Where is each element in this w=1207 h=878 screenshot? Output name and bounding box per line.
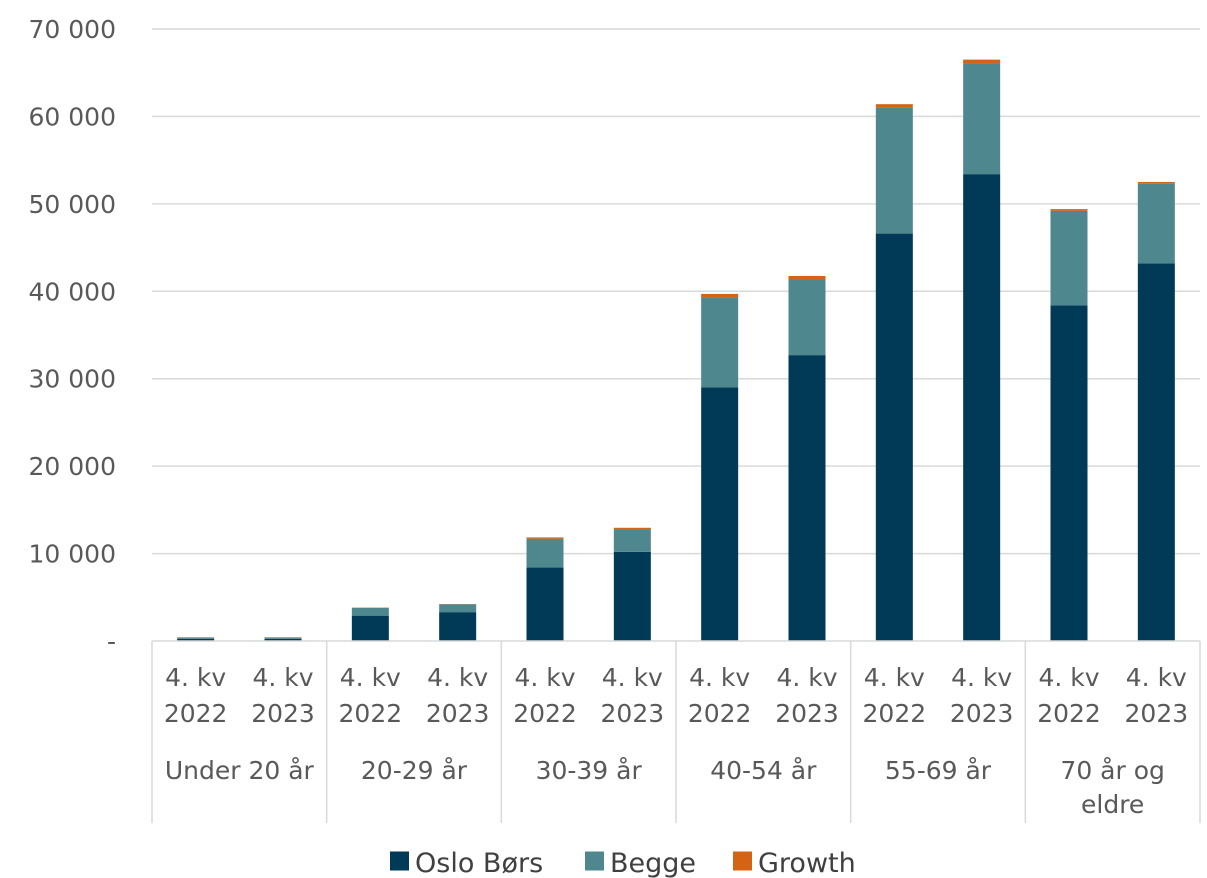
y-tick-label: 50 000 [29,190,116,219]
x-tick-label: 2023 [426,699,490,728]
bar-segment [788,279,826,356]
x-tick-label: 2022 [164,699,228,728]
bar-segment [788,275,826,280]
x-tick-label: 2022 [339,699,403,728]
bar-segment [351,607,389,616]
bar-segment [963,59,1001,64]
bar-segment [788,355,826,641]
bar-segment [1137,183,1175,264]
x-tick-label: 4. kv [864,663,925,692]
bar-segment [875,107,913,234]
bar-segment [177,637,215,639]
bar-segment [701,297,739,388]
bar-segment [439,604,477,613]
x-tick-label: 2023 [601,699,665,728]
x-tick-label: 4. kv [340,663,401,692]
legend-swatch [390,851,409,871]
y-tick-label: - [107,627,116,656]
x-tick-label: 2022 [863,699,927,728]
group-label: eldre [1081,790,1144,819]
legend-swatch [585,851,604,871]
bars [177,59,1175,642]
x-tick-label: 2022 [688,699,752,728]
bar-segment [613,551,651,641]
bar-segment [963,174,1001,642]
bar-segment [264,638,302,641]
legend-label: Begge [610,848,696,878]
x-tick-label: 4. kv [689,663,750,692]
bar-segment [264,637,302,639]
bar-segment [526,538,564,568]
bar-segment [1050,305,1088,641]
bar-segment [701,387,739,641]
x-tick-label: 4. kv [776,663,837,692]
bar-segment [613,527,651,530]
x-tick-label: 4. kv [427,663,488,692]
x-tick-label: 2022 [1037,699,1101,728]
x-tick-label: 4. kv [252,663,313,692]
bar-segment [1050,210,1088,306]
bar-segment [875,104,913,108]
bar-segment [1050,209,1088,211]
group-label: 40-54 år [710,756,817,785]
group-label: 30-39 år [536,756,643,785]
bar-segment [1137,263,1175,641]
gridlines [152,28,1200,555]
x-tick-label: 2023 [950,699,1014,728]
bar-segment [701,293,739,298]
y-tick-label: 10 000 [29,540,116,569]
x-tick-label: 4. kv [951,663,1012,692]
bar-segment [351,615,389,641]
bar-segment [526,567,564,641]
x-tick-label: 4. kv [514,663,575,692]
group-label: 70 år og [1060,756,1164,785]
x-tick-label: 2023 [251,699,315,728]
y-tick-label: 70 000 [29,15,116,44]
legend-swatch [733,851,752,871]
x-tick-label: 2022 [513,699,577,728]
x-tick-label: 2023 [775,699,839,728]
y-tick-label: 60 000 [29,102,116,131]
legend: Oslo Børs Begge Growth [390,848,856,878]
group-label: 55-69 år [885,756,992,785]
y-tick-label: 30 000 [29,365,116,394]
x-tick-label: 4. kv [165,663,226,692]
y-axis-ticks: - 10 000 20 000 30 000 40 000 50 000 60 000 70 … [29,15,116,656]
group-label: Under 20 år [165,756,315,785]
bar-segment [526,537,564,539]
legend-label: Oslo Børs [415,848,543,878]
bar-segment [439,612,477,641]
x-tick-label: 4. kv [1038,663,1099,692]
axes [151,640,1201,823]
legend-label: Growth [758,848,856,878]
x-tick-label: 4. kv [602,663,663,692]
bar-segment [613,529,651,552]
y-tick-label: 40 000 [29,277,116,306]
bar-segment [1137,182,1175,184]
bar-segment [177,638,215,641]
bar-segment [875,233,913,641]
x-tick-label: 2023 [1125,699,1189,728]
x-axis-ticks: 4. kv 2022 4. kv 2023 4. kv 2022 4. kv 2023 4. k… [164,663,1188,819]
group-label: 20-29 år [361,756,468,785]
bar-segment [963,63,1001,175]
y-tick-label: 20 000 [29,452,116,481]
x-tick-label: 4. kv [1126,663,1187,692]
